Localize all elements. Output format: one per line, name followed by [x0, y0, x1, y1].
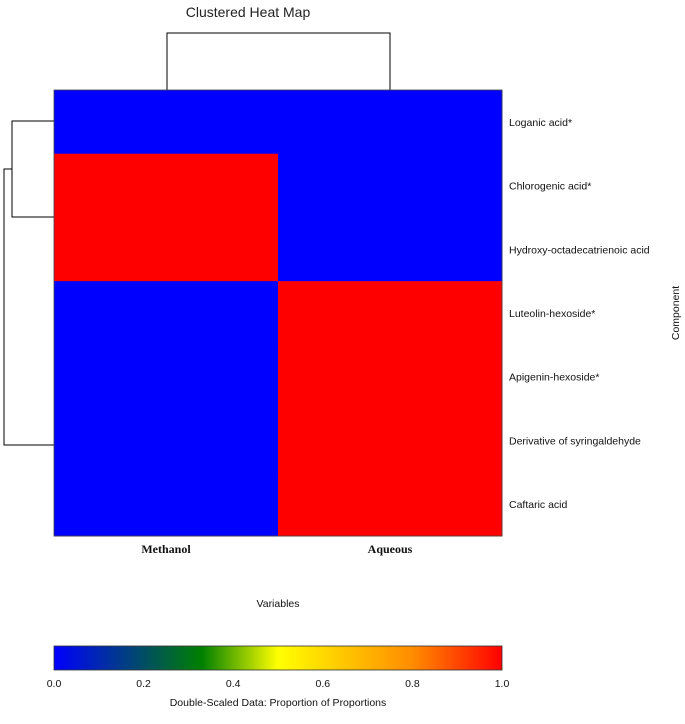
row-label: Hydroxy-octadecatrienoic acid	[509, 244, 650, 256]
heatmap-cell	[278, 281, 503, 346]
row-labels: Loganic acid* Chlorogenic acid* Hydroxy-oc…	[509, 117, 650, 511]
heatmap-cell	[54, 217, 279, 282]
heatmap-cell	[278, 153, 503, 218]
row-label: Chlorogenic acid*	[509, 181, 591, 193]
heatmap-cells	[53, 89, 503, 537]
chart-title: Clustered Heat Map	[186, 4, 311, 20]
row-label: Luteolin-hexoside*	[509, 308, 595, 320]
row-label: Apigenin-hexoside*	[509, 372, 599, 384]
column-label: Aqueous	[368, 542, 413, 556]
heatmap-frame	[53, 89, 503, 537]
heatmap-cell	[278, 90, 503, 155]
heatmap-cell	[278, 472, 503, 537]
colorbar-tick-label: 0.8	[405, 678, 420, 690]
row-label: Loganic acid*	[509, 117, 572, 129]
heatmap-cell	[54, 344, 279, 410]
colorbar-tick-label: 0.0	[47, 678, 62, 690]
heatmap-cell	[278, 217, 503, 282]
colorbar-label: Double-Scaled Data: Proportion of Propor…	[170, 697, 387, 709]
colorbar-ticks: 0.0 0.2 0.4 0.6 0.8 1.0	[47, 678, 510, 690]
colorbar	[53, 645, 503, 671]
heatmap-cell	[54, 281, 279, 346]
column-label: Methanol	[141, 542, 191, 556]
colorbar-tick-label: 1.0	[495, 678, 510, 690]
colorbar-tick-label: 0.6	[315, 678, 330, 690]
heatmap-cell	[54, 90, 279, 155]
column-labels: Methanol Aqueous	[141, 542, 412, 556]
heatmap-cell	[54, 153, 279, 218]
colorbar-tick-label: 0.4	[226, 678, 241, 690]
heatmap-cell	[278, 344, 503, 410]
heatmap-cell	[54, 408, 279, 473]
colorbar-tick-label: 0.2	[136, 678, 151, 690]
x-axis-label: Variables	[257, 598, 300, 610]
heatmap-cell	[278, 408, 503, 473]
y-axis-label: Component	[670, 286, 682, 340]
row-dendrogram	[3, 120, 54, 446]
column-dendrogram	[166, 32, 391, 90]
heatmap-cell	[54, 472, 279, 537]
row-label: Derivative of syringaldehyde	[509, 435, 641, 447]
row-label: Caftaric acid	[509, 499, 568, 511]
